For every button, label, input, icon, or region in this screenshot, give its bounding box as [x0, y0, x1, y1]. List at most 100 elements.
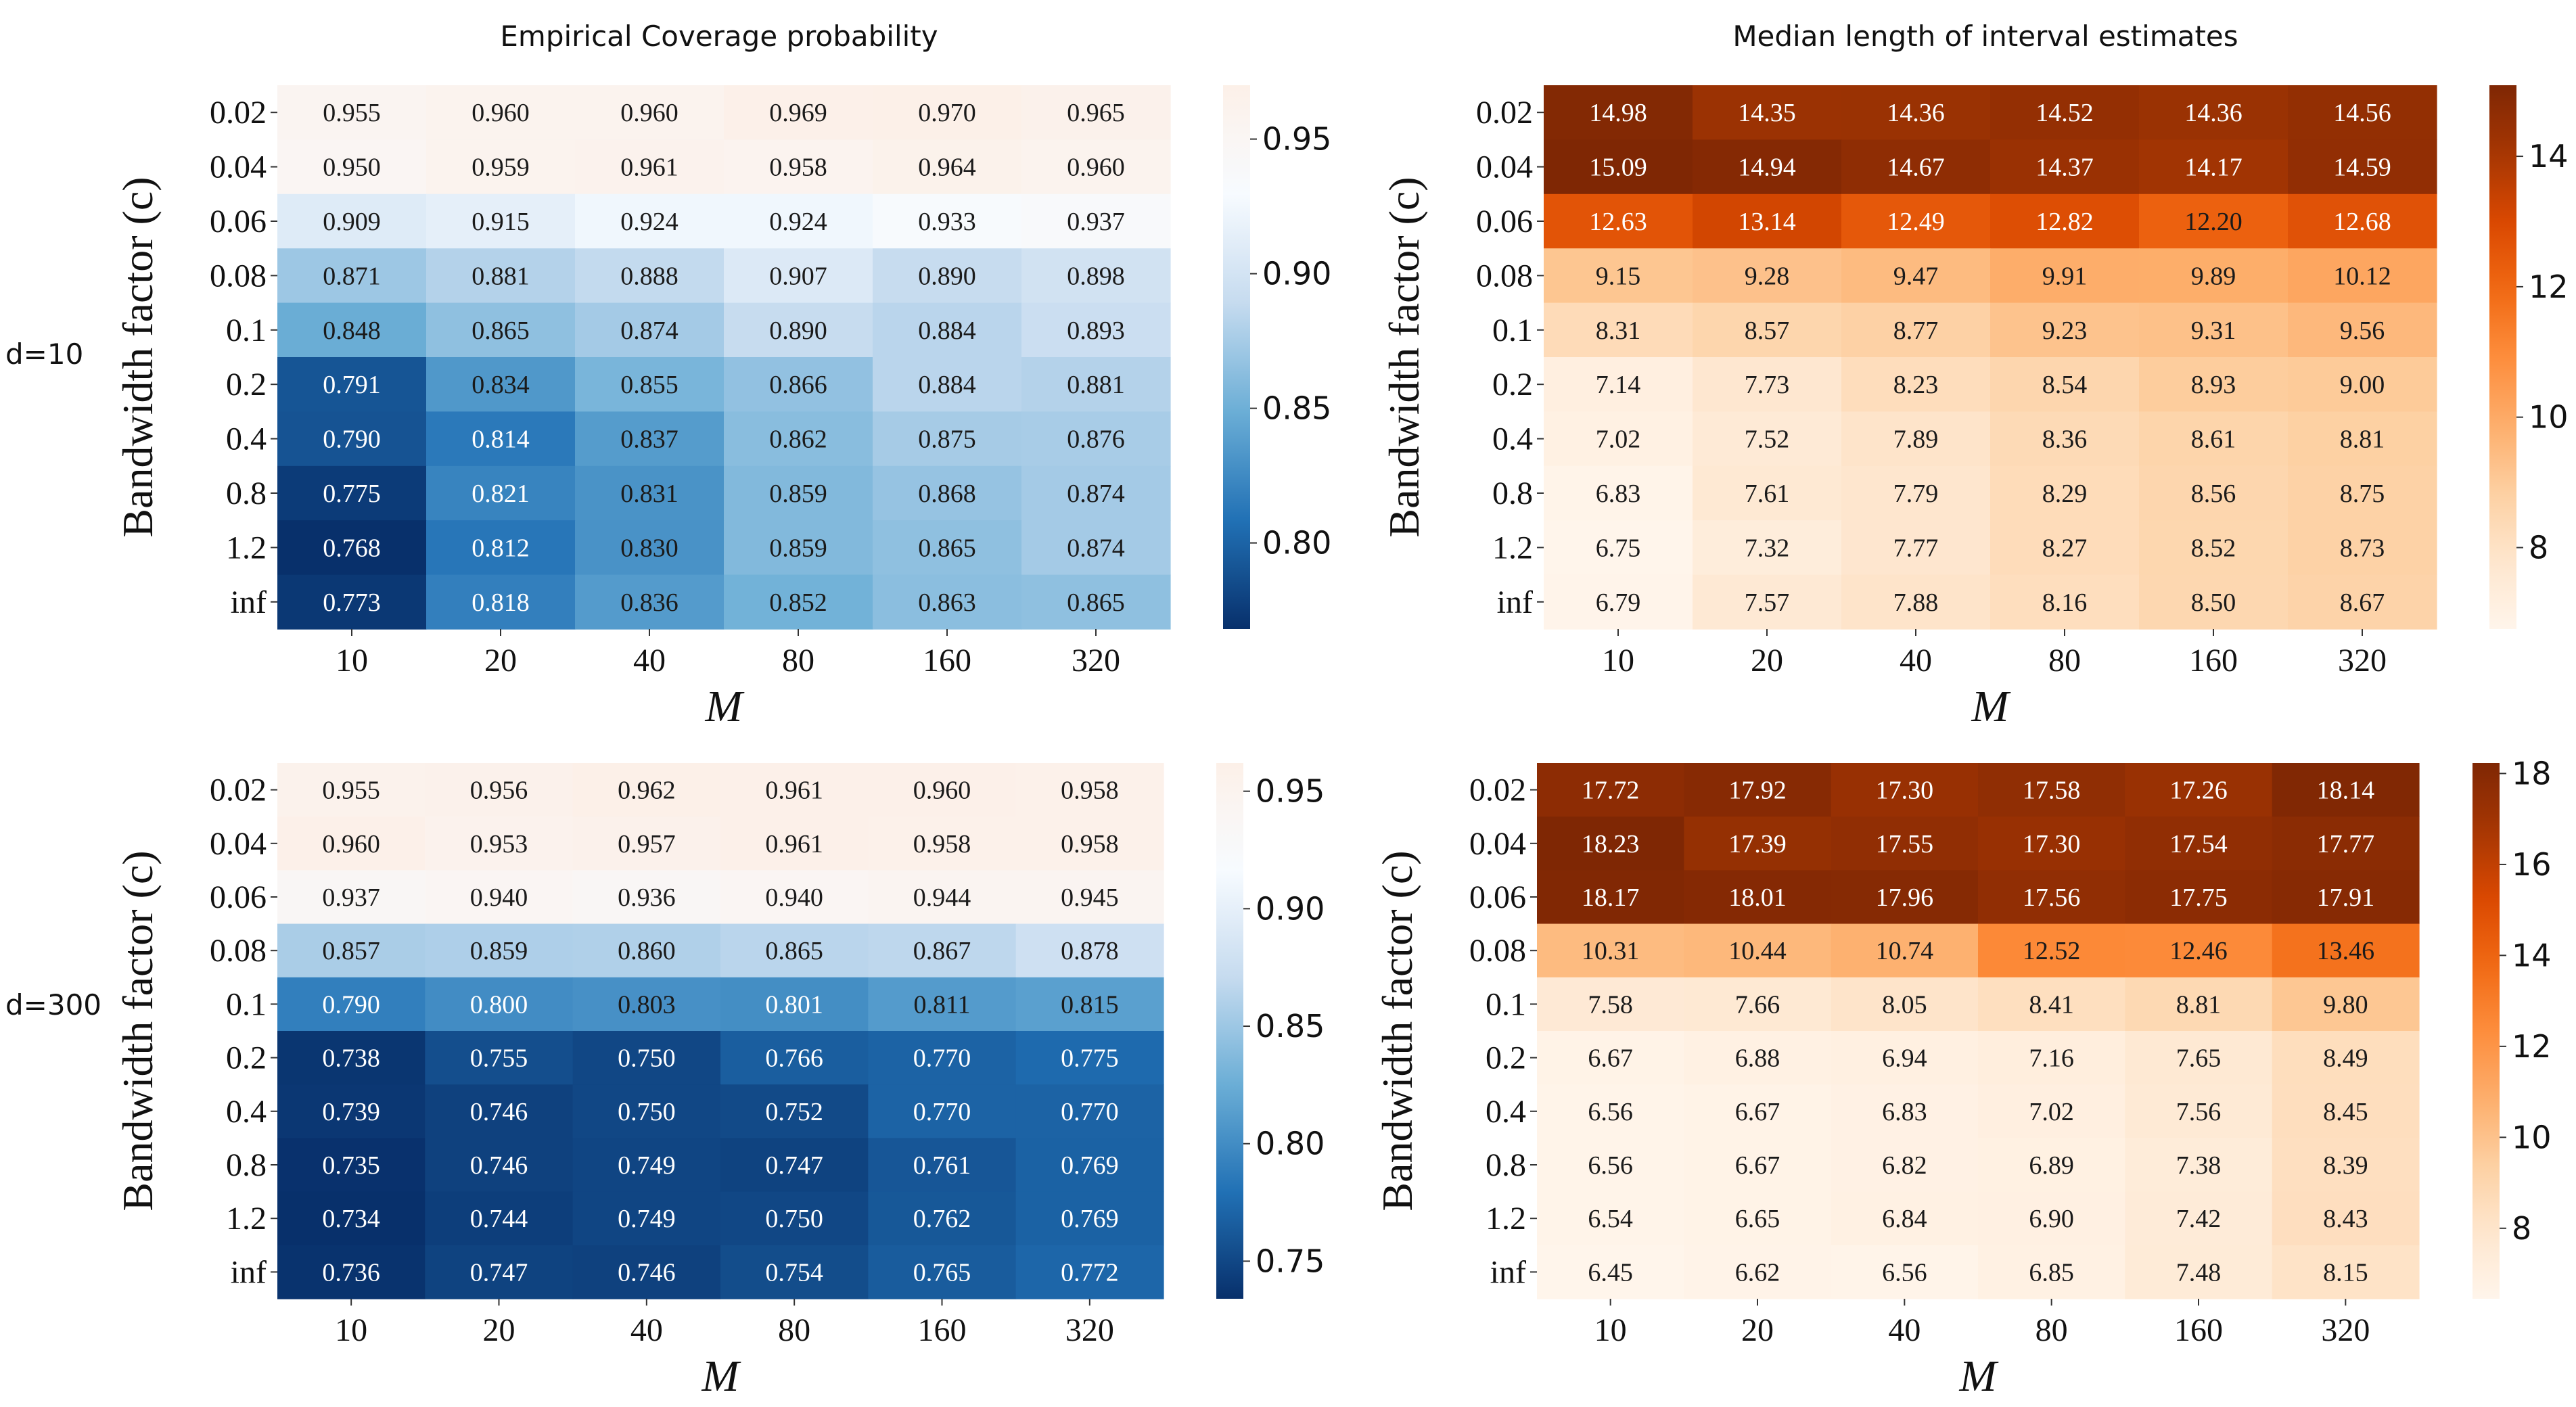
heatmap-cell [277, 248, 427, 304]
cell-value-label: 0.768 [323, 534, 381, 562]
cell-value-label: 0.746 [618, 1258, 676, 1287]
cell-value-label: 7.61 [1745, 480, 1790, 508]
cell-value-label: 0.736 [322, 1258, 380, 1287]
heatmap-cell [873, 193, 1022, 249]
heatmap-cell [575, 357, 724, 412]
cell-value-label: 0.857 [322, 937, 380, 965]
cell-value-label: 0.962 [618, 777, 676, 805]
heatmap-cell [575, 574, 724, 630]
heatmap-cell [1841, 520, 1991, 576]
y-tick-label: 1.2 [226, 1201, 267, 1237]
heatmap-cell [873, 85, 1022, 140]
heatmap-cell [720, 1245, 869, 1299]
cell-value-label: 0.961 [765, 830, 823, 858]
heatmap-cell [2139, 411, 2288, 467]
heatmap-cell [2125, 1031, 2273, 1085]
cell-value-label: 0.950 [323, 154, 381, 182]
cell-value-label: 9.00 [2340, 371, 2385, 399]
cell-value-label: 6.83 [1596, 480, 1641, 508]
cell-value-label: 6.85 [2029, 1258, 2074, 1287]
y-axis-label: Bandwidth factor (c) [1373, 850, 1421, 1211]
cell-value-label: 17.77 [2317, 830, 2375, 858]
cell-value-label: 7.16 [2029, 1044, 2074, 1073]
heatmap-cell [724, 302, 873, 358]
heatmap-cell [873, 357, 1022, 412]
heatmap-cell [1684, 1031, 1832, 1085]
heatmap-cell [1990, 302, 2140, 358]
heatmap-cell [1537, 1245, 1684, 1299]
y-tick-label: 0.8 [226, 1147, 267, 1183]
cell-value-label: 0.960 [1067, 154, 1125, 182]
cell-value-label: 0.814 [472, 425, 530, 454]
heatmap-cell [1021, 85, 1171, 140]
cell-value-label: 0.867 [913, 937, 971, 965]
heatmap-cell [720, 1084, 869, 1138]
heatmap-cell [1978, 1191, 2125, 1246]
heatmap-cell [2125, 1191, 2273, 1246]
cell-value-label: 8.73 [2340, 534, 2385, 562]
heatmap-cell [426, 574, 576, 630]
cell-value-label: 10.74 [1876, 937, 1934, 965]
heatmap-cell [2272, 923, 2420, 978]
heatmap-cell [724, 574, 873, 630]
heatmap-cell [2125, 1245, 2273, 1299]
heatmap-panel-2: 14.98 14.35 14.36 14.52 14.36 14.56 15.09 14.94… [1380, 85, 2569, 731]
heatmap-cell [2288, 465, 2437, 521]
heatmap-cell [2288, 193, 2437, 249]
heatmap-cell [1537, 763, 1684, 817]
heatmap-cell [2139, 357, 2288, 412]
heatmap-cell [2125, 1138, 2273, 1193]
y-tick-label: 0.4 [1492, 421, 1533, 457]
cell-value-label: 13.46 [2317, 937, 2375, 965]
cell-value-label: 8.16 [2042, 589, 2088, 617]
cell-value-label: 0.746 [470, 1098, 528, 1126]
heatmap-cell [1537, 923, 1684, 978]
colorbar-tick-label: 0.85 [1262, 390, 1331, 427]
cell-value-label: 0.960 [913, 777, 971, 805]
cell-value-label: 0.769 [1061, 1151, 1119, 1180]
heatmap-cell [868, 1031, 1017, 1085]
heatmap-cell [1990, 411, 2140, 467]
x-tick-label: 40 [633, 643, 666, 678]
cell-value-label: 18.01 [1728, 883, 1787, 912]
y-tick-label: 0.8 [226, 476, 267, 511]
cell-value-label: 9.47 [1893, 262, 1939, 290]
heatmap-cell [277, 1191, 426, 1246]
cell-value-label: 0.875 [918, 425, 976, 454]
heatmap-cell [1015, 923, 1164, 978]
heatmap-cell [2139, 193, 2288, 249]
y-tick-label: 0.04 [1469, 826, 1526, 862]
heatmap-cell [277, 574, 427, 630]
cell-value-label: 8.93 [2191, 371, 2236, 399]
heatmap-cell [426, 411, 576, 467]
heatmap-cell [868, 1138, 1017, 1193]
y-tick-label: 0.2 [226, 367, 267, 402]
heatmap-cell [1544, 520, 1693, 576]
heatmap-cell [1990, 357, 2140, 412]
heatmap-cell [426, 357, 576, 412]
x-tick-label: 80 [2036, 1312, 2068, 1348]
heatmap-cell [1015, 870, 1164, 925]
cell-value-label: 0.859 [470, 937, 528, 965]
heatmap-cell [873, 248, 1022, 304]
colorbar-tick-label: 10 [2529, 399, 2569, 436]
heatmap-cell [868, 1191, 1017, 1246]
heatmap-cell [720, 816, 869, 871]
cell-value-label: 6.75 [1596, 534, 1641, 562]
cell-value-label: 0.855 [620, 371, 678, 399]
cell-value-label: 8.61 [2191, 425, 2236, 454]
heatmap-cell [1841, 465, 1991, 521]
colorbar [2489, 85, 2516, 629]
heatmap-cell [1015, 1138, 1164, 1193]
cell-value-label: 6.56 [1588, 1098, 1633, 1126]
y-tick-label: 0.04 [210, 826, 267, 862]
heatmap-cell [1990, 248, 2140, 304]
heatmap-cell [1693, 248, 1842, 304]
colorbar [2472, 763, 2500, 1299]
cell-value-label: 0.790 [322, 990, 380, 1019]
cell-value-label: 8.56 [2191, 480, 2236, 508]
heatmap-cell [425, 1031, 574, 1085]
heatmap-cell [1021, 465, 1171, 521]
cell-value-label: 0.747 [765, 1151, 823, 1180]
heatmap-cell [2288, 574, 2437, 630]
